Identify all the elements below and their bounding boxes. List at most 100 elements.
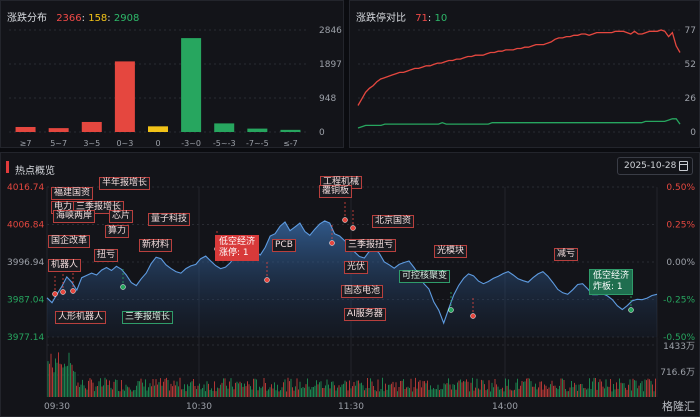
hotspot-tag-label: 光模块 bbox=[437, 246, 465, 256]
hot-overview-panel: 热点概览 2025-10-28 4016.74 0.50% 4006.84 0.25%… bbox=[0, 152, 700, 417]
hotspot-tag-label: 低空经济 bbox=[219, 237, 256, 247]
distribution-title-row: 涨跌分布 2366: 158: 2908 bbox=[7, 9, 139, 24]
hotspot-tag[interactable]: 低空经济 涨停: 1 bbox=[215, 235, 260, 261]
bar-0 bbox=[15, 126, 36, 132]
hotspot-tag[interactable]: 扭亏 bbox=[94, 249, 119, 262]
x-tick-label: 0 bbox=[155, 139, 160, 148]
bar-8 bbox=[280, 129, 301, 132]
hotspot-tag-label: 国企改革 bbox=[51, 236, 88, 246]
hotspot-tag-label: PCB bbox=[275, 240, 293, 250]
hotspot-tag[interactable]: 三季报扭亏 bbox=[345, 239, 397, 252]
hotspot-tag-label: 低空经济 bbox=[593, 271, 630, 281]
hot-chart: 4016.74 0.50% 4006.84 0.25% 3996.94 0.00% 3987… bbox=[7, 183, 695, 412]
hotspot-tag[interactable]: 机器人 bbox=[48, 259, 82, 272]
event-dot bbox=[628, 307, 634, 313]
y-left-label: 3977.14 bbox=[7, 333, 44, 343]
hotspot-tag[interactable]: 半年报增长 bbox=[99, 177, 151, 190]
hotspot-tag[interactable]: AI服务器 bbox=[344, 308, 386, 321]
hotspot-tag[interactable]: 覆铜板 bbox=[319, 185, 353, 198]
hotspot-tag[interactable]: 量子科技 bbox=[148, 213, 191, 226]
event-dot bbox=[448, 307, 454, 313]
x-tick-label: -7~-5 bbox=[246, 139, 269, 148]
hotspot-tag[interactable]: 固态电池 bbox=[341, 285, 384, 298]
x-tick-label: -5~-3 bbox=[213, 139, 236, 148]
bar-2 bbox=[81, 121, 102, 132]
x-tick-label: 5~7 bbox=[50, 139, 67, 148]
hotspot-tag[interactable]: 光伏 bbox=[344, 261, 369, 274]
x-tick-label: ≥7 bbox=[20, 139, 32, 148]
y-tick-label: 2846 bbox=[319, 26, 342, 36]
hotspot-tag[interactable]: 新材料 bbox=[139, 239, 173, 252]
bar-3 bbox=[114, 61, 135, 132]
hotspot-tag[interactable]: 低空经济 炸板: 1 bbox=[589, 269, 634, 295]
event-dot bbox=[264, 277, 270, 283]
y-tick-label: 26 bbox=[685, 94, 697, 104]
bar-5 bbox=[181, 38, 202, 132]
limit-ratio-chart: 77 52 26 0 bbox=[357, 26, 697, 138]
event-dot bbox=[52, 291, 58, 297]
y-right-label: 0.00% bbox=[666, 258, 695, 268]
hot-title: 热点概览 bbox=[15, 166, 55, 177]
hotspot-tag[interactable]: 国企改革 bbox=[48, 235, 91, 248]
hotspot-tag-label: 减亏 bbox=[557, 249, 576, 259]
flat-count: 158 bbox=[88, 13, 108, 24]
hotspot-tag[interactable]: 北京国资 bbox=[372, 215, 415, 228]
hotspot-tag-label: 福建国资 bbox=[54, 188, 91, 198]
hotspot-tag-count: 涨停: 1 bbox=[219, 248, 249, 258]
distribution-title: 涨跌分布 bbox=[7, 13, 47, 24]
bar-4 bbox=[148, 126, 168, 132]
hotspot-tag[interactable]: 三季报增长 bbox=[122, 311, 174, 324]
y-tick-label: 77 bbox=[685, 26, 696, 36]
y-tick-label: 52 bbox=[685, 60, 696, 70]
hotspot-tag[interactable]: 可控核聚变 bbox=[399, 270, 451, 283]
hotspot-tag[interactable]: 光模块 bbox=[434, 245, 468, 258]
hotspot-tag-label: 电力 bbox=[54, 202, 73, 212]
hotspot-tag-label: 海峡两岸 bbox=[56, 211, 93, 221]
y-right-label: -0.50% bbox=[663, 333, 695, 343]
date-value: 2025-10-28 bbox=[624, 161, 677, 171]
hotspot-tag[interactable]: 算力 bbox=[105, 225, 130, 238]
event-dot bbox=[470, 313, 476, 319]
volume-mid-label: 716.6万 bbox=[660, 368, 695, 378]
series-line-0 bbox=[357, 29, 681, 106]
hotspot-tag[interactable]: 芯片 bbox=[109, 210, 134, 223]
time-label: 11:30 bbox=[338, 402, 364, 412]
date-picker[interactable]: 2025-10-28 bbox=[617, 157, 693, 175]
hotspot-tag-label: 算力 bbox=[108, 226, 127, 236]
bar-7 bbox=[247, 128, 268, 132]
y-tick-label: 1897 bbox=[319, 60, 342, 70]
hotspot-tag[interactable]: 减亏 bbox=[554, 248, 579, 261]
hotspot-tag[interactable]: 海峡两岸 bbox=[53, 210, 96, 223]
hotspot-tag[interactable]: 福建国资 bbox=[51, 187, 94, 200]
hotspot-tag-label: 芯片 bbox=[112, 211, 131, 221]
x-tick-label: -3~0 bbox=[181, 139, 201, 148]
hotspot-tag-label: 量子科技 bbox=[151, 214, 188, 224]
hotspot-tag-label: AI服务器 bbox=[347, 309, 383, 319]
hotspot-tag-label: 三季报扭亏 bbox=[348, 240, 394, 250]
y-right-label: 0.50% bbox=[666, 183, 695, 193]
y-right-label: -0.25% bbox=[663, 296, 695, 306]
y-left-label: 4016.74 bbox=[7, 183, 44, 193]
down-count: 2908 bbox=[113, 13, 140, 24]
bar-1 bbox=[48, 128, 69, 132]
hotspot-tag[interactable]: 人形机器人 bbox=[55, 311, 107, 324]
hotspot-tag-label: 固态电池 bbox=[344, 286, 381, 296]
time-label: 14:00 bbox=[492, 402, 518, 412]
calendar-icon[interactable] bbox=[679, 161, 688, 171]
distribution-chart: 2846 1897 948 0 ≥7 5~7 3~5 0~3 0 -3~0 -5~-3 -7~-5 ≤-… bbox=[9, 26, 342, 148]
event-dot bbox=[350, 225, 356, 231]
sep: : bbox=[81, 13, 86, 24]
y-tick-label: 0 bbox=[690, 128, 696, 138]
y-tick-label: 948 bbox=[319, 94, 336, 104]
hotspot-tag-label: 半年报增长 bbox=[102, 178, 148, 188]
limit-ratio-title-row: 涨跌停对比 71: 10 bbox=[356, 9, 447, 24]
limit-down-count: 10 bbox=[434, 13, 448, 24]
index-area bbox=[47, 220, 657, 337]
hotspot-tag[interactable]: PCB bbox=[272, 239, 296, 252]
y-left-label: 3987.04 bbox=[7, 296, 44, 306]
event-dot bbox=[329, 240, 335, 246]
hotspot-tag-count: 炸板: 1 bbox=[593, 282, 623, 292]
hotspot-tag-label: 工程机械 bbox=[323, 177, 360, 187]
volume-max-label: 1433万 bbox=[663, 342, 695, 352]
watermark-logo: 格隆汇 bbox=[662, 400, 695, 413]
